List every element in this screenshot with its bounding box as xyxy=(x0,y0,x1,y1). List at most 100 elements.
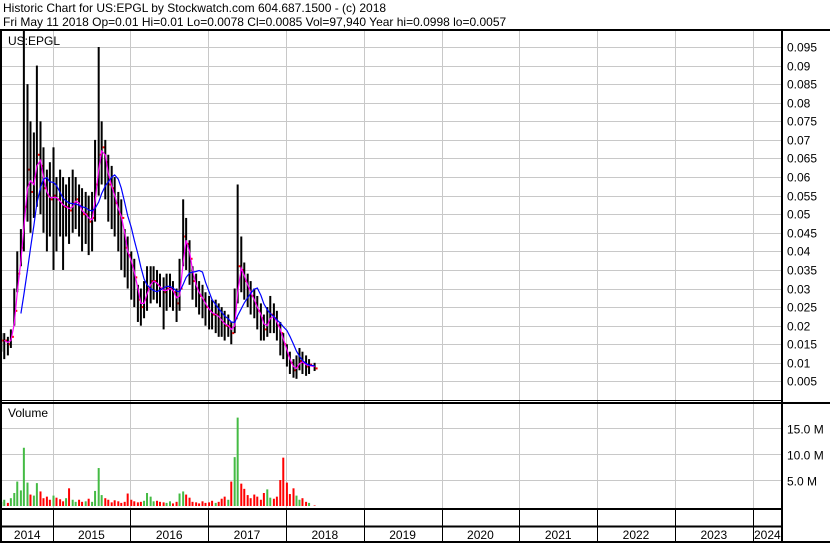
price-bar xyxy=(305,355,308,376)
volume-bar xyxy=(308,502,311,506)
price-bar xyxy=(48,162,51,237)
volume-bar xyxy=(84,501,87,506)
volume-bar xyxy=(110,502,113,506)
volume-bar xyxy=(195,502,198,506)
price-bar xyxy=(191,266,194,300)
volume-bar xyxy=(13,493,16,506)
price-bar xyxy=(13,288,16,326)
volume-bar xyxy=(136,502,139,506)
price-tick-label: 0.09 xyxy=(787,60,811,74)
volume-bar xyxy=(74,501,77,506)
year-label: 2022 xyxy=(623,528,650,542)
price-bar xyxy=(236,184,239,304)
price-bar xyxy=(55,177,58,252)
volume-bar xyxy=(295,495,298,506)
price-bar xyxy=(156,269,159,304)
volume-bar xyxy=(59,499,62,506)
volume-bar xyxy=(68,488,71,506)
year-label: 2016 xyxy=(156,528,183,542)
close-marker xyxy=(187,242,190,245)
volume-bar xyxy=(288,494,291,506)
price-bar xyxy=(81,188,84,252)
price-tick-label: 0.065 xyxy=(787,152,817,166)
close-marker xyxy=(15,309,18,312)
volume-bar xyxy=(243,488,246,506)
price-tick-label: 0.005 xyxy=(787,375,817,389)
volume-bar xyxy=(29,494,32,506)
close-marker xyxy=(154,280,157,283)
price-tick-label: 0.05 xyxy=(787,208,811,222)
volume-bar xyxy=(282,457,285,506)
price-bar xyxy=(292,359,295,378)
chart-header-title: Historic Chart for US:EPGL by Stockwatch… xyxy=(3,1,386,15)
volume-bar xyxy=(62,501,65,506)
price-bar xyxy=(295,355,298,379)
volume-bar xyxy=(211,500,214,506)
volume-bar xyxy=(266,489,269,506)
price-tick-label: 0.095 xyxy=(787,41,817,55)
price-bar xyxy=(162,277,165,330)
close-marker xyxy=(232,332,235,335)
price-tick-label: 0.045 xyxy=(787,227,817,241)
price-bar xyxy=(104,139,107,200)
price-tick-label: 0.075 xyxy=(787,115,817,129)
year-label: 2019 xyxy=(389,528,416,542)
price-bar xyxy=(275,310,278,341)
price-tick-label: 0.01 xyxy=(787,357,811,371)
volume-bar xyxy=(35,483,38,506)
price-bar xyxy=(22,29,25,252)
price-bar xyxy=(65,184,68,237)
price-bar xyxy=(146,266,149,311)
price-bar xyxy=(266,307,269,337)
price-bar xyxy=(230,321,233,345)
price-tick-label: 0.015 xyxy=(787,338,817,352)
price-tick-label: 0.04 xyxy=(787,245,811,259)
close-marker xyxy=(37,153,40,156)
price-bar xyxy=(78,184,81,237)
price-bar xyxy=(62,177,65,270)
close-marker xyxy=(193,280,196,283)
price-bar xyxy=(35,65,38,207)
price-bar xyxy=(269,295,272,334)
volume-bar xyxy=(104,498,107,506)
volume-bar xyxy=(81,501,84,506)
price-bar xyxy=(126,236,129,289)
volume-bar xyxy=(120,502,123,506)
volume-bar xyxy=(168,501,171,506)
price-bar xyxy=(223,310,226,341)
price-bar xyxy=(68,177,71,244)
volume-bar xyxy=(9,498,12,506)
volume-bar xyxy=(178,493,181,506)
volume-bar xyxy=(146,493,149,506)
volume-bar xyxy=(26,482,29,506)
year-label: 2024 xyxy=(754,528,781,542)
price-bar xyxy=(139,288,142,326)
volume-bar xyxy=(19,490,22,506)
close-marker xyxy=(109,183,112,186)
close-marker xyxy=(122,216,125,219)
volume-bar xyxy=(94,490,97,506)
price-bar xyxy=(217,303,220,337)
price-bar xyxy=(26,84,29,222)
price-bar xyxy=(130,251,133,300)
price-bar xyxy=(107,154,110,222)
price-bar xyxy=(94,139,97,222)
price-bar xyxy=(32,132,35,218)
price-bar xyxy=(256,295,259,330)
volume-bar xyxy=(165,502,168,506)
volume-bar xyxy=(130,499,133,506)
volume-bar xyxy=(217,501,220,506)
close-marker xyxy=(225,324,228,327)
price-bar xyxy=(313,362,316,372)
price-bar xyxy=(16,251,19,293)
price-bar xyxy=(208,295,211,330)
frame xyxy=(0,29,830,543)
price-bar xyxy=(59,169,62,237)
close-marker xyxy=(5,339,8,342)
price-tick-label: 0.085 xyxy=(787,78,817,92)
volume-bar xyxy=(156,500,159,506)
price-bar xyxy=(165,273,168,311)
price-bar xyxy=(97,47,100,196)
price-tick-label: 0.03 xyxy=(787,283,811,297)
volume-bar xyxy=(301,498,304,506)
